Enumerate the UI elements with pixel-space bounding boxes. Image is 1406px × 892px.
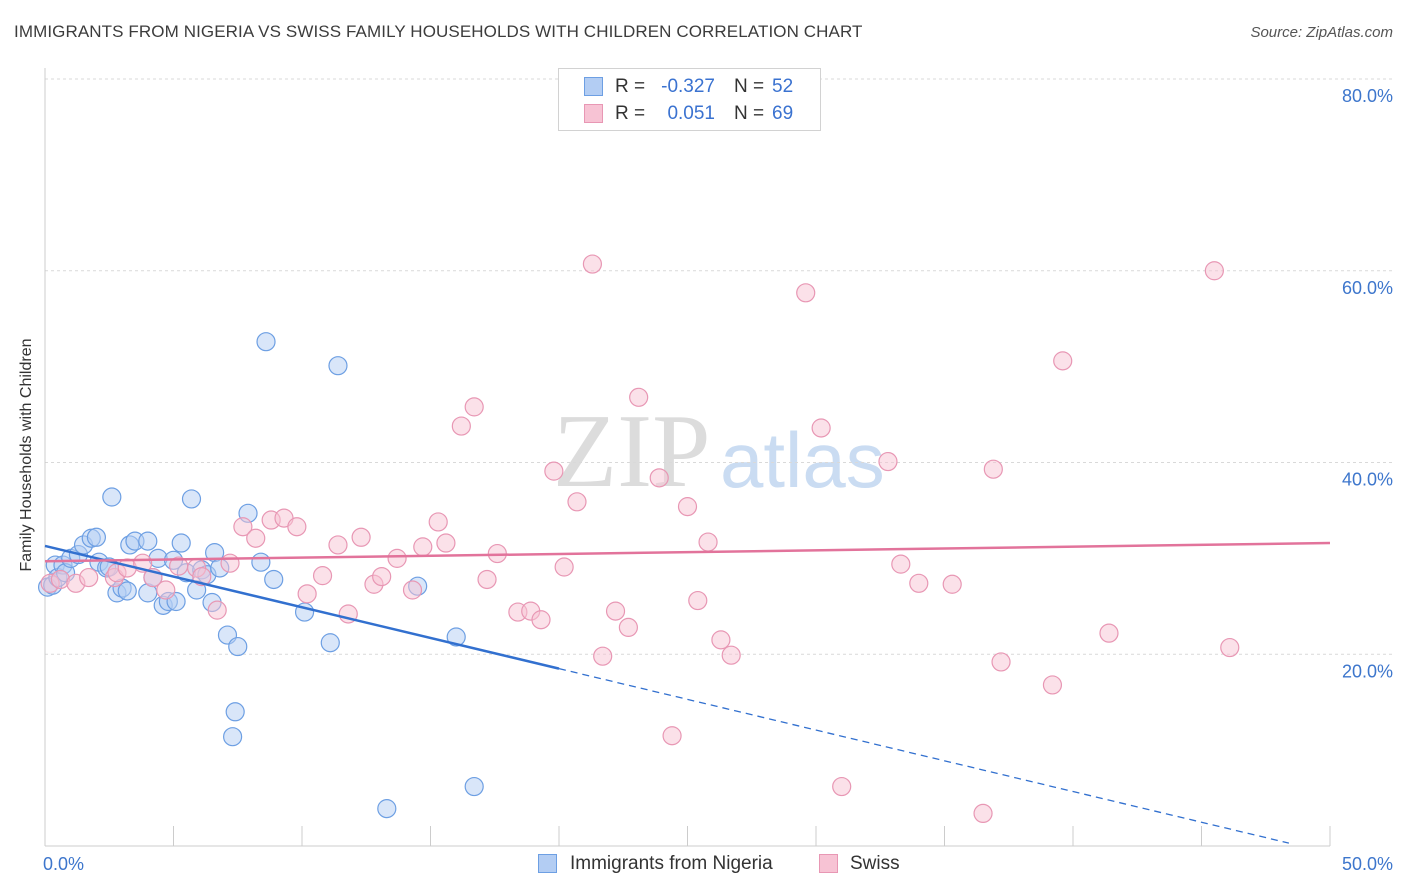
bottom-legend-label-nigeria: Immigrants from Nigeria xyxy=(570,853,773,874)
nigeria-point xyxy=(464,776,484,797)
swiss-point xyxy=(1099,623,1119,643)
swiss-point xyxy=(351,527,371,547)
legend-swatch-swiss xyxy=(584,104,603,123)
nigeria-point xyxy=(171,533,191,553)
swiss-point xyxy=(387,548,407,568)
swiss-point xyxy=(297,584,317,604)
trend-line-nigeria xyxy=(44,544,560,670)
swiss-point xyxy=(649,468,669,488)
swiss-point xyxy=(451,416,471,436)
y-tick-label: 20.0% xyxy=(1342,661,1393,681)
swiss-point xyxy=(554,557,574,577)
legend-n-value-nigeria: 52 xyxy=(772,76,794,97)
swiss-point xyxy=(413,537,433,557)
nigeria-point xyxy=(256,332,276,352)
nigeria-point xyxy=(225,702,245,722)
swiss-point xyxy=(79,567,99,588)
swiss-point xyxy=(287,517,307,537)
swiss-point xyxy=(1042,675,1063,695)
bottom-legend-swatch-swiss xyxy=(819,854,838,873)
swiss-point xyxy=(477,569,497,590)
legend-n-value-swiss: 69 xyxy=(772,103,794,124)
nigeria-point xyxy=(446,627,466,647)
swiss-point xyxy=(629,387,649,407)
correlation-legend: R = -0.327 N = 52 R = 0.051 N = 69 xyxy=(558,68,821,131)
swiss-point xyxy=(582,254,603,274)
legend-r-value-nigeria: -0.327 xyxy=(661,76,715,97)
nigeria-point xyxy=(264,569,284,590)
swiss-point xyxy=(233,517,253,537)
swiss-point xyxy=(662,726,682,746)
swiss-point xyxy=(991,652,1011,672)
swiss-point xyxy=(983,459,1003,479)
swiss-point xyxy=(436,533,456,553)
legend-n-label: N = xyxy=(734,103,765,124)
swiss-point xyxy=(832,776,852,797)
swiss-point xyxy=(544,461,564,481)
swiss-point xyxy=(156,580,176,600)
legend-n-label: N = xyxy=(734,76,765,97)
swiss-point xyxy=(688,590,708,611)
source-credit: Source: ZipAtlas.com xyxy=(1250,24,1393,41)
nigeria-point xyxy=(377,799,397,819)
swiss-point xyxy=(796,283,816,303)
swiss-point xyxy=(721,645,741,665)
nigeria-point xyxy=(251,552,271,572)
swiss-point xyxy=(402,580,423,600)
swiss-point xyxy=(531,610,551,630)
legend-r-label: R = xyxy=(615,76,646,97)
trend-line-nigeria-extrapolated xyxy=(558,667,1290,844)
watermark-zip: ZIP xyxy=(553,392,711,509)
chart-title: IMMIGRANTS FROM NIGERIA VS SWISS FAMILY … xyxy=(14,22,863,41)
nigeria-point xyxy=(228,636,248,657)
nigeria-point xyxy=(181,489,202,509)
nigeria-point xyxy=(102,487,122,507)
y-tick-label: 40.0% xyxy=(1342,470,1393,490)
y-tick-label: 80.0% xyxy=(1342,86,1393,106)
swiss-point xyxy=(711,630,731,650)
nigeria-point xyxy=(86,527,107,547)
x-tick-label: 50.0% xyxy=(1342,854,1393,874)
nigeria-point xyxy=(138,531,158,551)
swiss-point xyxy=(207,600,227,620)
swiss-point xyxy=(428,512,448,532)
swiss-point xyxy=(220,553,240,573)
swiss-point xyxy=(942,574,962,594)
swiss-point xyxy=(1053,351,1073,371)
swiss-point xyxy=(878,451,898,472)
legend-swatch-nigeria xyxy=(584,77,603,96)
swiss-point xyxy=(1204,261,1224,281)
bottom-legend-swatch-nigeria xyxy=(538,854,557,873)
swiss-point xyxy=(891,554,911,574)
legend-r-value-swiss: 0.051 xyxy=(667,103,715,124)
trend-line-swiss xyxy=(44,541,1331,563)
swiss-point xyxy=(567,492,587,512)
bottom-legend-label-swiss: Swiss xyxy=(850,853,900,874)
swiss-point xyxy=(605,601,626,621)
nigeria-point xyxy=(328,356,348,376)
x-tick-label: 0.0% xyxy=(43,854,84,874)
swiss-point xyxy=(973,803,993,824)
swiss-point xyxy=(593,646,613,666)
swiss-point xyxy=(698,532,718,552)
nigeria-point xyxy=(117,581,137,601)
nigeria-point xyxy=(320,633,340,653)
swiss-point xyxy=(464,397,484,417)
swiss-point xyxy=(618,617,638,638)
swiss-point xyxy=(372,566,392,587)
swiss-point xyxy=(909,573,929,593)
swiss-point xyxy=(811,418,831,438)
swiss-point xyxy=(312,566,333,586)
swiss-point xyxy=(1220,637,1240,658)
nigeria-point xyxy=(223,727,243,747)
legend-r-label: R = xyxy=(615,103,646,124)
swiss-point xyxy=(328,535,348,555)
watermark-atlas: atlas xyxy=(720,416,885,504)
swiss-point xyxy=(246,528,266,548)
swiss-point xyxy=(677,497,698,517)
y-tick-label: 60.0% xyxy=(1342,278,1393,298)
